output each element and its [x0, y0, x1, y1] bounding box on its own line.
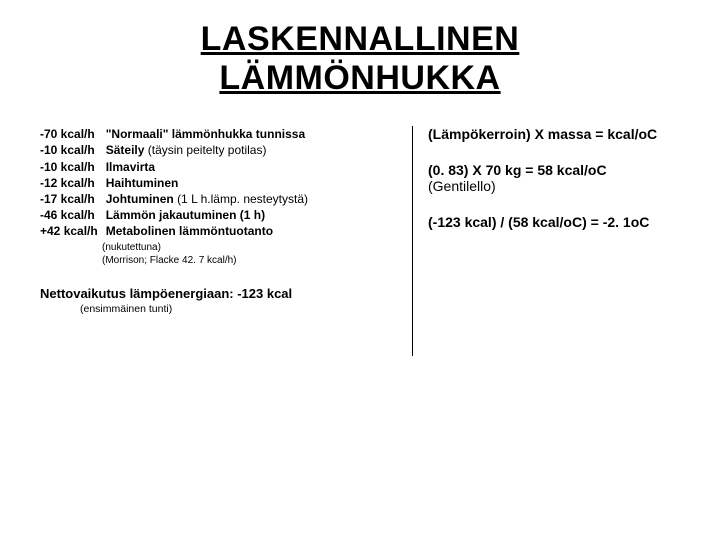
right-column: (Lämpökerroin) X massa = kcal/oC (0. 83)…	[412, 126, 680, 314]
label-cell: Lämmön jakautuminen (1 h)	[106, 207, 308, 223]
table-row: -10 kcal/h Säteily (täysin peitelty poti…	[40, 142, 308, 158]
value-cell: -10 kcal/h	[40, 159, 106, 175]
net-effect-sub: (ensimmäinen tunti)	[80, 303, 392, 315]
value-cell: -10 kcal/h	[40, 142, 106, 158]
table-row: -10 kcal/h Ilmavirta	[40, 159, 308, 175]
heat-loss-table: -70 kcal/h "Normaali" lämmönhukka tunnis…	[40, 126, 308, 239]
label-cell: Metabolinen lämmöntuotanto	[106, 223, 308, 239]
label-cell: Säteily (täysin peitelty potilas)	[106, 142, 308, 158]
column-divider	[412, 126, 413, 356]
left-column: -70 kcal/h "Normaali" lämmönhukka tunnis…	[40, 126, 392, 314]
table-row: -46 kcal/h Lämmön jakautuminen (1 h)	[40, 207, 308, 223]
formula-line-2: (0. 83) X 70 kg = 58 kcal/oC	[428, 162, 680, 178]
formula-source: (Gentilello)	[428, 178, 496, 194]
label-cell: Johtuminen (1 L h.lämp. nesteytystä)	[106, 191, 308, 207]
value-cell: +42 kcal/h	[40, 223, 106, 239]
table-row: -12 kcal/h Haihtuminen	[40, 175, 308, 191]
table-note-2: (Morrison; Flacke 42. 7 kcal/h)	[102, 255, 392, 266]
page-title: LASKENNALLINEN LÄMMÖNHUKKA	[40, 20, 680, 98]
net-effect-line: Nettovaikutus lämpöenergiaan: -123 kcal	[40, 286, 392, 301]
table-row: -70 kcal/h "Normaali" lämmönhukka tunnis…	[40, 126, 308, 142]
table-note-1: (nukutettuna)	[102, 242, 392, 253]
label-cell: Haihtuminen	[106, 175, 308, 191]
table-row: -17 kcal/h Johtuminen (1 L h.lämp. neste…	[40, 191, 308, 207]
content-columns: -70 kcal/h "Normaali" lämmönhukka tunnis…	[40, 126, 680, 314]
formula-line-1: (Lämpökerroin) X massa = kcal/oC	[428, 126, 680, 142]
table-row: +42 kcal/h Metabolinen lämmöntuotanto	[40, 223, 308, 239]
value-cell: -46 kcal/h	[40, 207, 106, 223]
label-cell: Ilmavirta	[106, 159, 308, 175]
label-cell: "Normaali" lämmönhukka tunnissa	[106, 126, 308, 142]
value-cell: -70 kcal/h	[40, 126, 106, 142]
formula-line-3: (-123 kcal) / (58 kcal/oC) = -2. 1oC	[428, 214, 680, 230]
value-cell: -17 kcal/h	[40, 191, 106, 207]
value-cell: -12 kcal/h	[40, 175, 106, 191]
